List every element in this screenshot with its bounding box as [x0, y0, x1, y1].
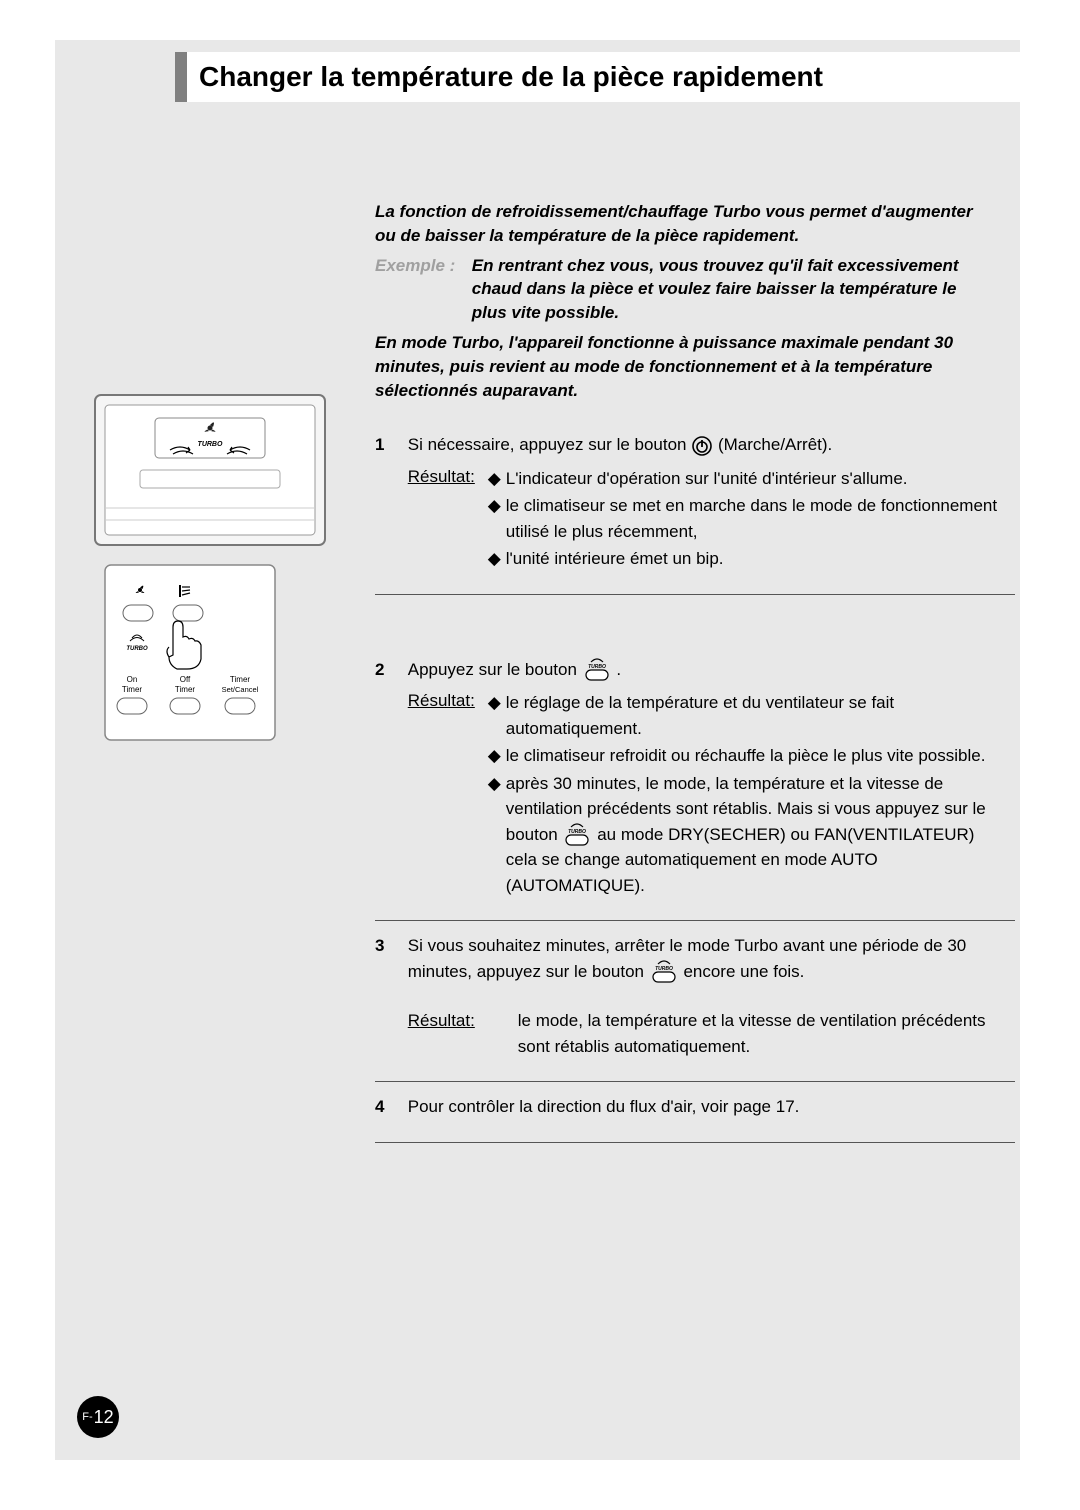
step-3-text: Si vous souhaitez minutes, arrêter le mo…	[408, 936, 967, 981]
svg-text:TURBO: TURBO	[126, 646, 148, 652]
turbo-button-icon: TURBO	[562, 823, 592, 847]
example-label: Exemple :	[375, 254, 467, 278]
step-3: 3 Si vous souhaitez minutes, arrêter le …	[375, 921, 1015, 1082]
result-label: Résultat:	[408, 467, 475, 486]
page-number-badge: F-12	[77, 1396, 119, 1438]
intro-p1: La fonction de refroidissement/chauffage…	[375, 200, 995, 248]
result-label: Résultat:	[408, 1011, 475, 1030]
diamond-bullet-icon: ◆	[488, 690, 506, 741]
svg-text:Timer: Timer	[230, 675, 250, 684]
manual-page: Changer la température de la pièce rapid…	[55, 40, 1020, 1460]
step-number: 1	[375, 432, 403, 458]
step-number: 3	[375, 933, 403, 959]
diamond-bullet-icon: ◆	[488, 743, 506, 769]
intro-block: La fonction de refroidissement/chauffage…	[375, 200, 995, 402]
ac-unit-illustration: TURBO	[85, 390, 335, 750]
step-4: 4 Pour contrôler la direction du flux d'…	[375, 1082, 1015, 1143]
page-number-prefix: F-	[82, 1411, 92, 1423]
page-number: 12	[94, 1407, 114, 1428]
step-1: 1 Si nécessaire, appuyez sur le bouton (…	[375, 420, 1015, 595]
step-1-bullet-3: l'unité intérieure émet un bip.	[506, 546, 1008, 572]
svg-text:Timer: Timer	[122, 685, 142, 694]
svg-text:TURBO: TURBO	[655, 966, 673, 972]
diamond-bullet-icon: ◆	[488, 546, 506, 572]
result-label: Résultat:	[408, 691, 475, 710]
step-1-bullet-2: le climatiseur se met en marche dans le …	[506, 493, 1008, 544]
svg-text:On: On	[127, 675, 138, 684]
step-2-bullet-1: le réglage de la température et du venti…	[506, 690, 1008, 741]
diamond-bullet-icon: ◆	[488, 493, 506, 544]
step-2-bullet-3: après 30 minutes, le mode, la températur…	[506, 771, 1008, 899]
svg-text:Set/Cancel: Set/Cancel	[222, 685, 259, 694]
step-1-text-before: Si nécessaire, appuyez sur le bouton	[408, 435, 692, 454]
svg-text:TURBO: TURBO	[588, 664, 606, 670]
step-1-text-after: (Marche/Arrêt).	[718, 435, 832, 454]
turbo-button-icon: TURBO	[582, 658, 612, 682]
step-2-text-before: Appuyez sur le bouton	[408, 660, 582, 679]
step-4-text: Pour contrôler la direction du flux d'ai…	[408, 1094, 1008, 1120]
svg-text:Timer: Timer	[175, 685, 195, 694]
step-number: 4	[375, 1094, 403, 1120]
svg-text:TURBO: TURBO	[198, 441, 223, 448]
step-2: 2 Appuyez sur le bouton TURBO . Résultat…	[375, 645, 1015, 922]
svg-text:Off: Off	[180, 675, 191, 684]
title-accent	[175, 52, 187, 102]
step-number: 2	[375, 657, 403, 683]
diamond-bullet-icon: ◆	[488, 466, 506, 492]
power-icon	[691, 435, 713, 457]
step-2-text-after: .	[616, 660, 621, 679]
svg-text:TURBO: TURBO	[569, 829, 587, 835]
page-title: Changer la température de la pièce rapid…	[187, 52, 1045, 102]
intro-p2: En mode Turbo, l'appareil fonctionne à p…	[375, 331, 995, 402]
step-2-bullet-2: le climatiseur refroidit ou réchauffe la…	[506, 743, 1008, 769]
step-3-result: le mode, la température et la vitesse de…	[518, 1008, 1008, 1059]
diamond-bullet-icon: ◆	[488, 771, 506, 899]
title-bar: Changer la température de la pièce rapid…	[175, 52, 1045, 102]
turbo-button-icon: TURBO	[649, 960, 679, 984]
example-text: En rentrant chez vous, vous trouvez qu'i…	[472, 254, 972, 325]
steps-list: 1 Si nécessaire, appuyez sur le bouton (…	[375, 420, 1015, 1143]
step-1-bullet-1: L'indicateur d'opération sur l'unité d'i…	[506, 466, 1008, 492]
